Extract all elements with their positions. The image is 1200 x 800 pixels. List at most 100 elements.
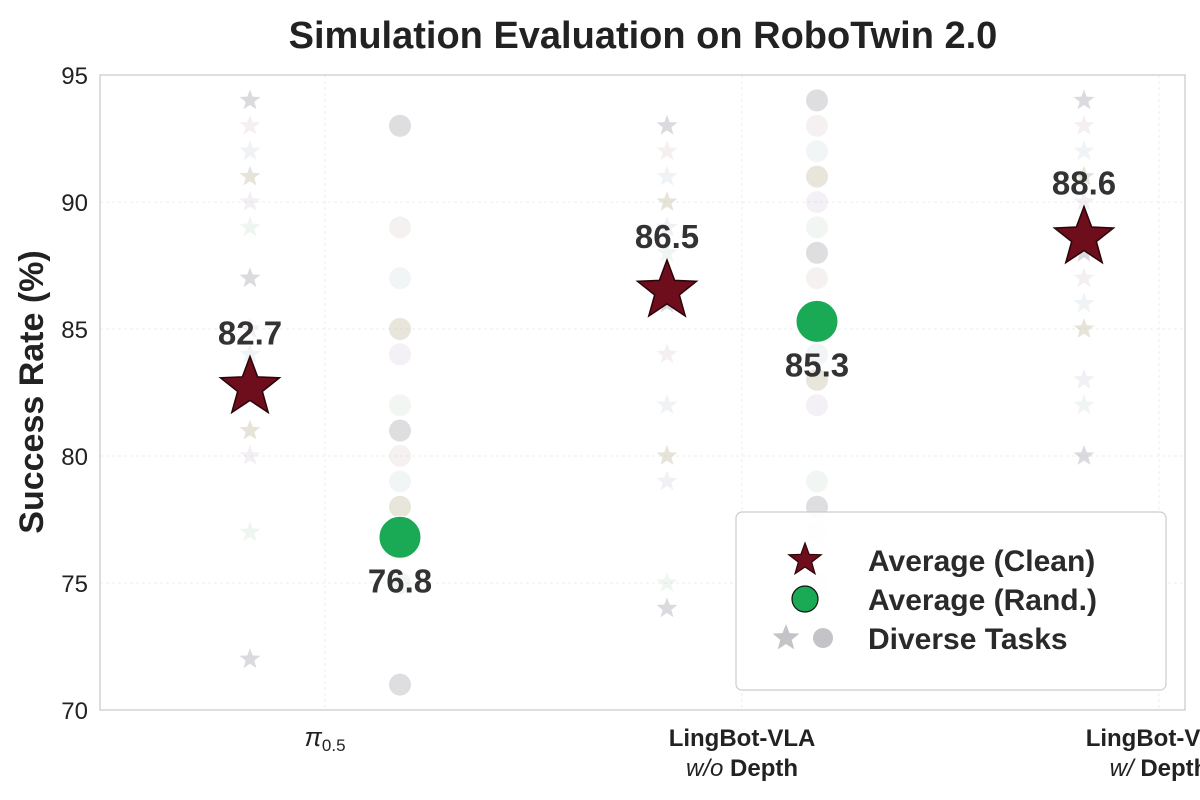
- diverse-task-dot: [389, 216, 411, 239]
- x-tick-label: π0.5: [304, 722, 345, 755]
- x-tick-label: LingBot-VLA: [1086, 725, 1200, 752]
- diverse-task-star: [656, 394, 678, 415]
- diverse-task-star: [656, 470, 678, 491]
- diverse-task-star: [656, 140, 678, 161]
- diverse-task-dot: [806, 191, 828, 213]
- diverse-task-star: [656, 165, 678, 186]
- x-tick-italic: w/: [1110, 755, 1136, 782]
- diverse-task-star: [239, 318, 261, 338]
- x-tick-italic: w/o: [686, 755, 723, 782]
- x-tick-subscript: 0.5: [322, 736, 346, 755]
- diverse-task-star: [1073, 114, 1095, 135]
- diverse-task-dot: [389, 572, 411, 594]
- y-axis-label: Success Rate (%): [13, 250, 51, 533]
- y-tick-label: 95: [61, 63, 88, 90]
- diverse-task-star: [1073, 140, 1095, 161]
- diverse-task-star: [239, 521, 261, 542]
- y-tick-label: 70: [61, 698, 88, 725]
- x-axis-ticks: π0.5 LingBot-VLA w/o Depth LingBot-VLA w/ De…: [304, 722, 1200, 782]
- x-tick-text: LingBot-VLA: [1086, 725, 1200, 752]
- diverse-task-star: [1073, 191, 1095, 211]
- diverse-task-dot: [806, 267, 828, 290]
- diverse-task-star: [1073, 165, 1095, 186]
- y-axis-ticks: 70 75 80 85 90 95: [61, 63, 88, 725]
- y-tick-label: 75: [61, 571, 88, 598]
- legend-grey-star-icon: [772, 624, 800, 650]
- diverse-task-dot: [389, 343, 411, 366]
- diverse-task-star: [239, 648, 261, 669]
- diverse-task-star: [239, 89, 261, 110]
- diverse-task-star: [656, 191, 678, 211]
- diverse-task-dot: [389, 470, 411, 493]
- diverse-task-star: [1073, 267, 1095, 288]
- diverse-task-dot: [389, 114, 411, 137]
- diverse-task-dot: [806, 114, 828, 137]
- diverse-task-star: [1073, 445, 1095, 465]
- diverse-task-star: [656, 597, 678, 618]
- avg-clean-label: 88.6: [1052, 165, 1116, 202]
- diverse-task-dot: [389, 495, 411, 518]
- diverse-task-star: [656, 216, 678, 237]
- diverse-task-dot: [389, 318, 411, 340]
- diverse-task-dot: [806, 394, 828, 417]
- diverse-task-dot: [806, 343, 828, 366]
- x-tick-label: LingBot-VLA: [669, 725, 816, 752]
- diverse-task-star: [656, 343, 678, 364]
- diverse-task-dot: [806, 470, 828, 493]
- avg-clean-star: [635, 257, 699, 318]
- x-tick-label: w/ Depth: [1110, 755, 1200, 782]
- diverse-task-star: [1073, 241, 1095, 262]
- legend-grey-dot-icon: [813, 628, 833, 648]
- diverse-task-dot: [389, 419, 411, 442]
- y-tick-label: 85: [61, 317, 88, 344]
- x-tick-text: Depth: [723, 755, 798, 782]
- diverse-task-dot: [806, 241, 828, 264]
- diverse-task-star: [239, 419, 261, 440]
- diverse-task-star: [239, 445, 261, 465]
- diverse-task-star: [1073, 89, 1095, 110]
- diverse-task-star: [656, 572, 678, 592]
- diverse-task-star: [656, 114, 678, 135]
- average-markers: [218, 204, 1116, 559]
- legend-label-rand: Average (Rand.): [868, 584, 1097, 617]
- y-tick-label: 90: [61, 190, 88, 217]
- avg-clean-star: [1052, 204, 1116, 265]
- diverse-task-star: [239, 140, 261, 161]
- legend-label-clean: Average (Clean): [868, 545, 1095, 578]
- avg-rand-label: 85.3: [785, 346, 849, 383]
- avg-rand-dot: [795, 299, 839, 343]
- diverse-task-star: [1073, 318, 1095, 338]
- avg-clean-star: [218, 354, 282, 415]
- diverse-task-dot: [389, 267, 411, 290]
- diverse-task-star: [656, 241, 678, 262]
- x-tick-symbol: π: [304, 722, 322, 752]
- diverse-task-dot: [806, 165, 828, 188]
- legend-label-diverse: Diverse Tasks: [868, 623, 1068, 656]
- diverse-task-star: [656, 445, 678, 465]
- legend-dot-icon: [791, 585, 819, 613]
- diverse-task-star: [1073, 394, 1095, 415]
- avg-rand-label: 76.8: [368, 562, 432, 599]
- chart-title: Simulation Evaluation on RoboTwin 2.0: [289, 15, 998, 57]
- diverse-task-star: [239, 267, 261, 288]
- legend-star-icon: [787, 541, 823, 576]
- avg-rand-dot: [378, 515, 422, 559]
- x-tick-text: LingBot-VLA: [669, 725, 816, 752]
- legend-box: [735, 511, 1167, 691]
- x-tick-text: Depth: [1134, 755, 1200, 782]
- diverse-task-dot: [806, 89, 828, 112]
- diverse-task-star: [1073, 368, 1095, 389]
- legend: Average (Clean) Average (Rand.) Diverse Ta…: [735, 511, 1167, 691]
- diverse-task-dot: [806, 216, 828, 239]
- plot-frame: [99, 74, 1186, 711]
- diverse-task-star: [239, 114, 261, 135]
- diverse-task-star: [239, 191, 261, 211]
- diverse-task-dot: [389, 445, 411, 467]
- y-tick-label: 80: [61, 444, 88, 471]
- avg-clean-label: 86.5: [635, 218, 699, 255]
- diverse-task-dot: [806, 368, 828, 391]
- value-labels: 82.786.588.676.885.386.7: [218, 165, 1116, 600]
- diverse-task-star: [1073, 292, 1095, 313]
- diverse-tasks-points: [239, 89, 1095, 696]
